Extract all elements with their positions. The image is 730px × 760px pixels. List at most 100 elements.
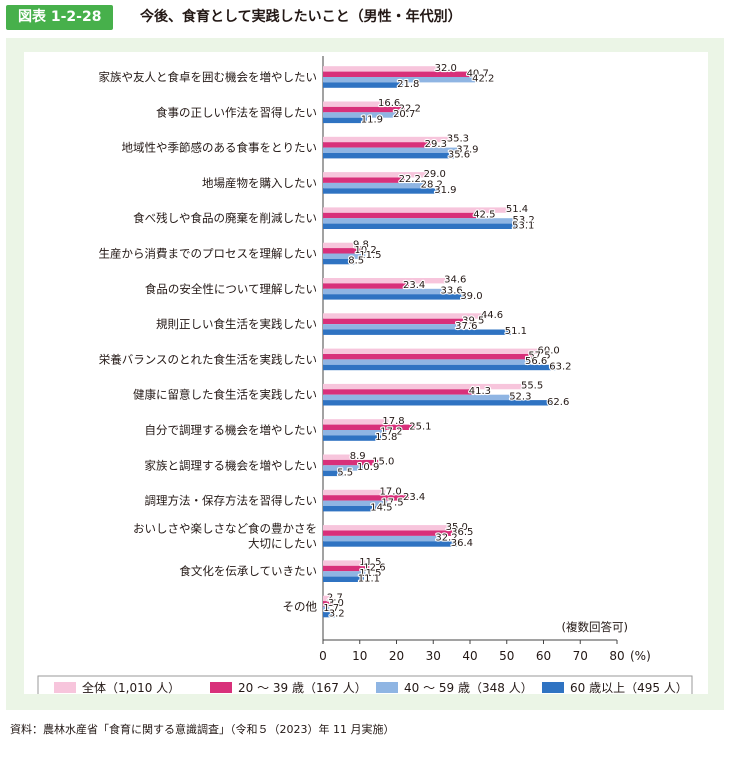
category-label: 家族と調理する機会を増やしたい <box>145 458 318 472</box>
legend-swatch <box>376 682 398 693</box>
bar <box>323 535 442 542</box>
bar <box>323 576 364 582</box>
figure-label: 図表 1-2-28 <box>6 5 114 30</box>
data-label: 52.3 <box>509 391 531 402</box>
data-label: 22.2 <box>399 174 421 185</box>
data-label: 10.2 <box>354 245 376 256</box>
legend-swatch <box>54 682 76 693</box>
category-label: 健康に留意した食生活を実践したい <box>133 388 317 402</box>
x-tick-label: 30 <box>426 649 441 663</box>
bar <box>323 207 512 213</box>
data-label: 11.5 <box>359 557 381 568</box>
data-label: 21.8 <box>397 79 419 90</box>
data-label: 11.5 <box>359 250 381 261</box>
category-label: 生産から消費までのプロセスを理解したい <box>99 247 318 261</box>
data-label: 15.8 <box>375 432 397 443</box>
data-label: 39.0 <box>460 291 482 302</box>
bar <box>323 348 544 354</box>
data-label: 63.2 <box>549 362 571 373</box>
bar <box>323 117 367 124</box>
data-label: 29.3 <box>425 139 447 150</box>
data-label: 14.5 <box>370 503 392 514</box>
bar <box>323 223 519 229</box>
bar <box>323 153 454 159</box>
category-label: 大切にしたい <box>248 536 317 550</box>
data-label: 39.5 <box>462 315 484 326</box>
data-label: 36.5 <box>451 527 473 538</box>
data-label: 17.2 <box>380 427 402 438</box>
data-label: 37.9 <box>456 144 478 155</box>
data-label: 12.6 <box>363 563 385 574</box>
bar <box>323 283 409 289</box>
x-tick-label: 20 <box>389 649 404 663</box>
bar <box>323 147 463 153</box>
legend-label: 全体（1,010 人） <box>82 680 180 694</box>
data-label: 29.0 <box>424 169 446 180</box>
bar <box>323 565 370 572</box>
data-label: 25.1 <box>409 421 431 432</box>
data-label: 28.2 <box>421 180 443 191</box>
category-label: 規則正しい食生活を実践したい <box>156 317 317 331</box>
source-note: 資料：農林水産省「食育に関する意識調査」（令和５（2023）年 11 月実施） <box>10 723 395 736</box>
bar <box>323 506 377 512</box>
data-label: 36.4 <box>451 538 473 549</box>
category-label: 地場産物を購入したい <box>202 176 317 190</box>
bar <box>323 354 535 360</box>
bar <box>323 489 386 496</box>
data-label: 23.4 <box>403 280 425 291</box>
data-label: 42.2 <box>472 74 494 85</box>
bar <box>323 424 416 430</box>
bar <box>323 212 480 219</box>
x-tick-label: 70 <box>573 649 588 663</box>
legend-label: 60 歳以上（495 人） <box>570 681 688 694</box>
bar <box>323 288 447 295</box>
bar <box>323 500 388 506</box>
bar <box>323 601 335 607</box>
bar <box>323 258 355 265</box>
bar <box>323 495 409 501</box>
data-label: 8.9 <box>350 451 366 462</box>
bar <box>323 142 431 148</box>
category-label: 地域性や季節感のある食事をとりたい <box>122 141 318 155</box>
bar <box>323 294 467 300</box>
data-label: 3.2 <box>329 609 345 620</box>
bar <box>323 364 556 371</box>
bar <box>323 77 479 83</box>
data-label: 8.5 <box>348 256 364 267</box>
data-label: 41.3 <box>469 386 491 397</box>
x-tick-label: 40 <box>462 649 477 663</box>
data-label: 32.0 <box>435 63 457 74</box>
chart-title: 今後、食育として実践したいこと（男性・年代別） <box>140 9 462 25</box>
data-label: 23.4 <box>403 492 425 503</box>
data-label: 3.0 <box>328 598 344 609</box>
data-label: 62.6 <box>547 397 569 408</box>
data-label: 20.7 <box>393 109 415 120</box>
data-label: 22.2 <box>399 104 421 115</box>
bar <box>323 253 366 259</box>
data-label: 34.6 <box>444 275 466 286</box>
bar-chart: 32.0 40.742.221.8家族や友人と食卓を囲む機会を増やしたい16.62… <box>37 56 693 694</box>
bar <box>323 389 475 395</box>
bar <box>323 218 519 224</box>
data-label: 44.6 <box>481 310 503 321</box>
bar <box>323 459 379 466</box>
data-label: 60.0 <box>538 345 560 356</box>
bar <box>323 112 400 118</box>
bar <box>323 66 441 72</box>
bar <box>323 400 554 406</box>
bar <box>323 242 360 249</box>
bar <box>323 394 516 401</box>
category-label: おいしさや楽しさなど食の豊かさを <box>133 521 317 535</box>
data-label: 9.8 <box>353 239 369 250</box>
data-label: 32.2 <box>435 533 457 544</box>
bar <box>323 611 335 618</box>
bar <box>323 182 427 189</box>
data-label: 11.5 <box>359 568 381 579</box>
bar <box>323 313 487 319</box>
chart-panel: 32.0 40.7 42.2 21.8 家族や友人と食卓を囲む機会を増やしたい 16.6 2… <box>6 38 724 710</box>
category-label: 食文化を伝承していきたい <box>179 564 317 578</box>
category-label: 自分で調理する機会を増やしたい <box>145 423 318 437</box>
data-label: 51.1 <box>505 326 527 337</box>
bar <box>323 188 441 194</box>
data-label: 31.9 <box>434 185 456 196</box>
